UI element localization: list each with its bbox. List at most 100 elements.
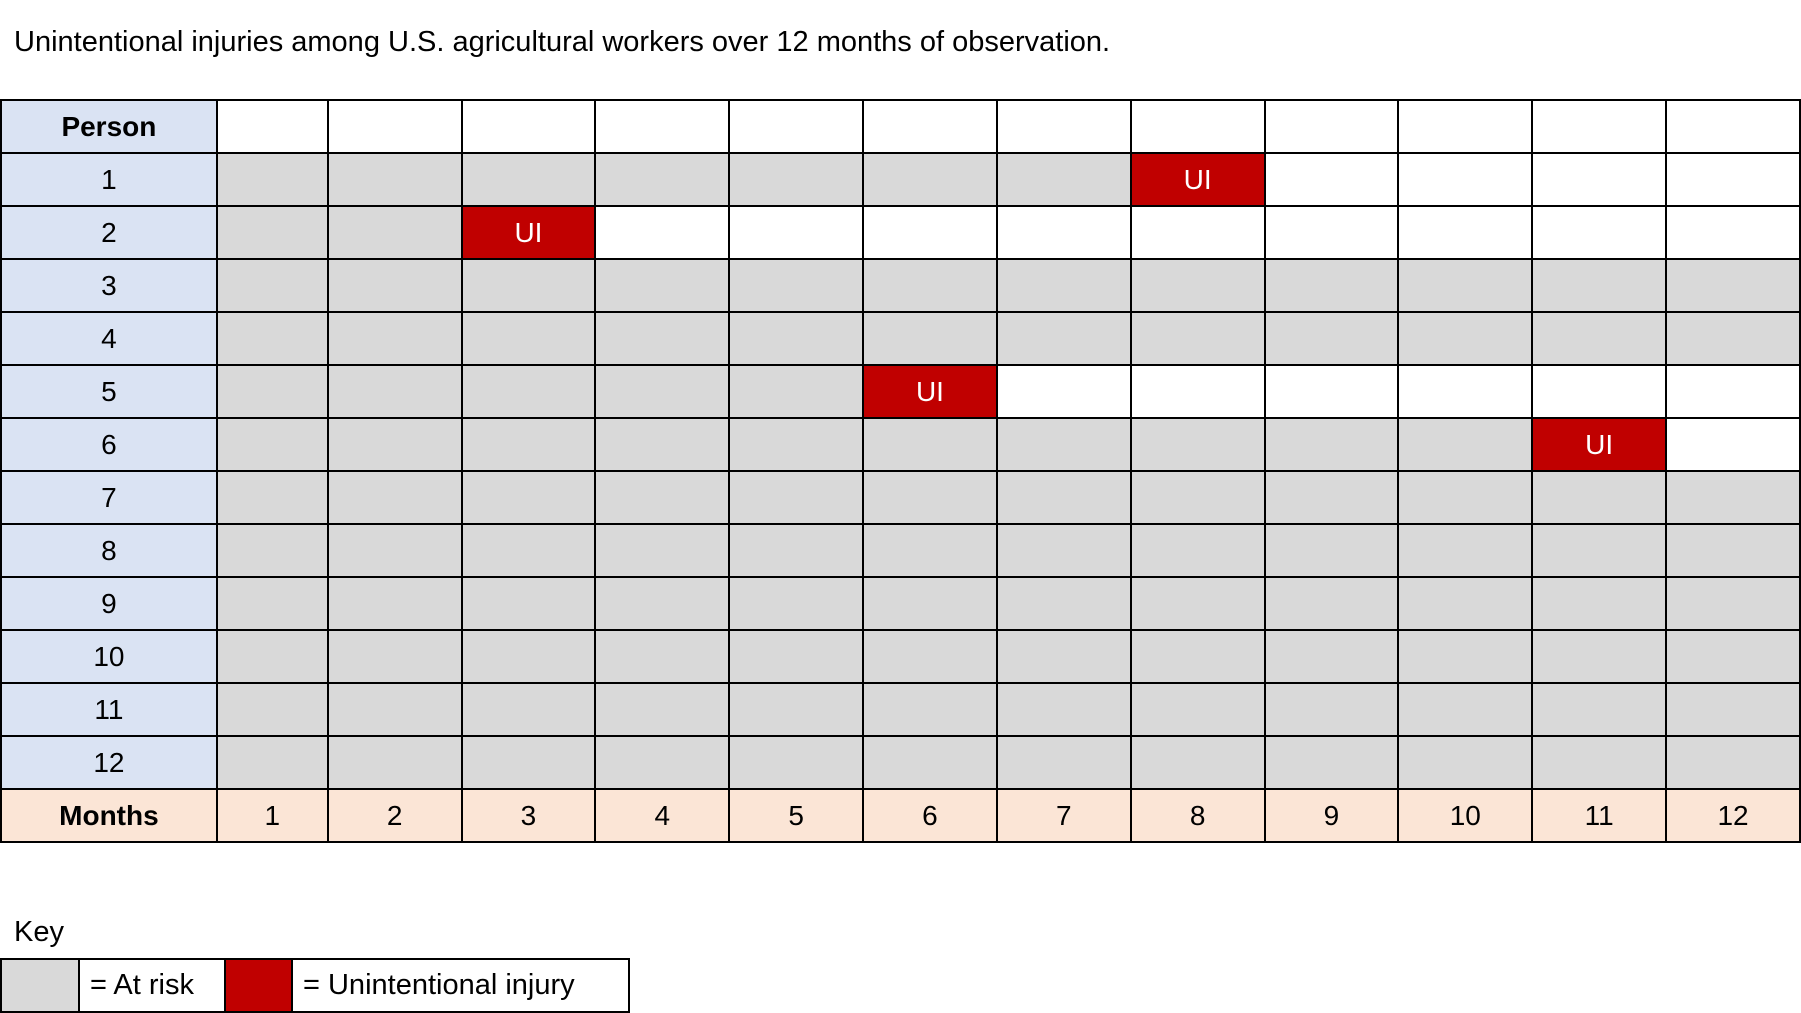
at-risk-cell [995, 417, 1132, 472]
at-risk-cell [728, 682, 865, 737]
at-risk-cell [1531, 735, 1668, 790]
at-risk-cell [1263, 735, 1400, 790]
at-risk-cell [862, 258, 998, 313]
post-injury-cell [1665, 364, 1801, 419]
at-risk-cell [728, 364, 865, 419]
at-risk-cell [594, 735, 731, 790]
at-risk-cell [1263, 417, 1400, 472]
person-row: 4 [0, 311, 1801, 366]
at-risk-cell [326, 576, 463, 631]
at-risk-cell [594, 258, 731, 313]
at-risk-cell [594, 364, 731, 419]
at-risk-cell [862, 682, 998, 737]
at-risk-cell [215, 735, 329, 790]
at-risk-cell [1129, 470, 1266, 525]
at-risk-cell [594, 417, 731, 472]
at-risk-cell [1665, 311, 1801, 366]
at-risk-cell [1397, 258, 1534, 313]
at-risk-cell [728, 576, 865, 631]
post-injury-cell [1665, 417, 1801, 472]
person-row: 1 UI [0, 152, 1801, 207]
at-risk-cell [862, 470, 998, 525]
injury-cell: UI [1129, 152, 1266, 207]
at-risk-cell [862, 629, 998, 684]
at-risk-cell [594, 311, 731, 366]
post-injury-cell [1531, 364, 1668, 419]
injury-key-label: = Unintentional injury [291, 958, 630, 1013]
post-injury-cell [1665, 152, 1801, 207]
at-risk-cell [460, 417, 597, 472]
at-risk-cell [215, 364, 329, 419]
at-risk-cell [1263, 682, 1400, 737]
at-risk-cell [1129, 258, 1266, 313]
at-risk-cell [1129, 629, 1266, 684]
key-title: Key [14, 916, 64, 948]
at-risk-cell [862, 735, 998, 790]
at-risk-cell [728, 258, 865, 313]
at-risk-cell [460, 523, 597, 578]
person-row: 9 [0, 576, 1801, 631]
at-risk-cell [326, 258, 463, 313]
at-risk-cell [862, 417, 998, 472]
at-risk-cell [215, 152, 329, 207]
figure-title: Unintentional injuries among U.S. agricu… [14, 26, 1111, 58]
person-month-grid: Person 1 UI 2 UI 3 4 5 UI 6 UI 7 8 9 10 11 12 Months 1 2 3 4 5… [0, 99, 1801, 843]
post-injury-cell [995, 364, 1132, 419]
header-cell [995, 99, 1132, 154]
at-risk-cell [728, 629, 865, 684]
at-risk-cell [1531, 576, 1668, 631]
at-risk-cell [1531, 470, 1668, 525]
key-row: = At risk = Unintentional injury [0, 958, 630, 1013]
at-risk-cell [1263, 258, 1400, 313]
at-risk-cell [1263, 311, 1400, 366]
at-risk-cell [995, 258, 1132, 313]
month-label: 12 [1665, 788, 1801, 843]
post-injury-cell [995, 205, 1132, 260]
at-risk-cell [1397, 311, 1534, 366]
at-risk-cell [1665, 258, 1801, 313]
person-label: 9 [0, 576, 218, 631]
at-risk-cell [862, 152, 998, 207]
at-risk-cell [1263, 523, 1400, 578]
at-risk-cell [215, 682, 329, 737]
at-risk-cell [1397, 417, 1534, 472]
month-label: 7 [995, 788, 1132, 843]
header-cell [215, 99, 329, 154]
month-label: 10 [1397, 788, 1534, 843]
at-risk-cell [215, 470, 329, 525]
at-risk-cell [862, 311, 998, 366]
header-cell [326, 99, 463, 154]
person-row: 10 [0, 629, 1801, 684]
at-risk-cell [1129, 311, 1266, 366]
months-header: Months [0, 788, 218, 843]
at-risk-cell [460, 576, 597, 631]
at-risk-cell [995, 311, 1132, 366]
at-risk-cell [995, 682, 1132, 737]
at-risk-cell [215, 417, 329, 472]
at-risk-cell [326, 152, 463, 207]
header-cell [1263, 99, 1400, 154]
post-injury-cell [1397, 152, 1534, 207]
person-label: 3 [0, 258, 218, 313]
month-label: 8 [1129, 788, 1266, 843]
at-risk-cell [728, 417, 865, 472]
person-label: 4 [0, 311, 218, 366]
at-risk-cell [1531, 629, 1668, 684]
at-risk-cell [728, 735, 865, 790]
post-injury-cell [728, 205, 865, 260]
at-risk-cell [215, 629, 329, 684]
person-row: 2 UI [0, 205, 1801, 260]
person-label: 7 [0, 470, 218, 525]
at-risk-cell [1263, 629, 1400, 684]
person-row: 5 UI [0, 364, 1801, 419]
at-risk-cell [995, 152, 1132, 207]
at-risk-cell [326, 523, 463, 578]
at-risk-cell [1665, 629, 1801, 684]
month-label: 5 [728, 788, 865, 843]
person-header: Person [0, 99, 218, 154]
post-injury-cell [594, 205, 731, 260]
at-risk-cell [995, 629, 1132, 684]
header-cell [1129, 99, 1266, 154]
at-risk-cell [1531, 258, 1668, 313]
month-label: 1 [215, 788, 329, 843]
